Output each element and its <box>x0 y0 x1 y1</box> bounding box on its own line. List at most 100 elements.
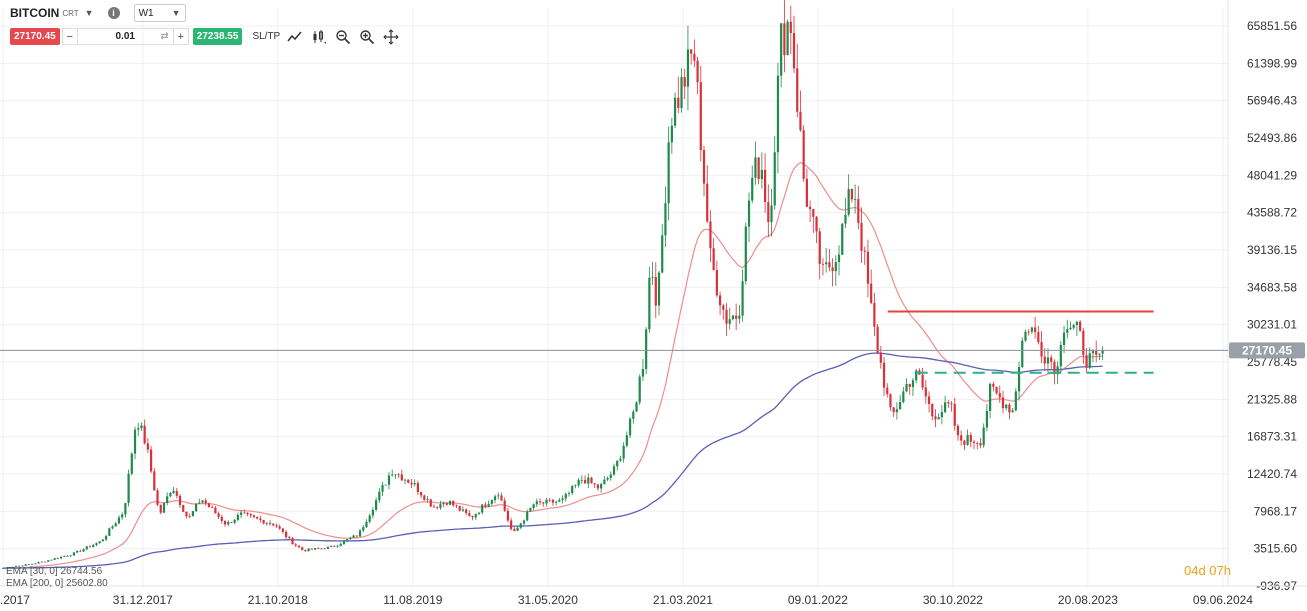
candle-body <box>725 309 728 324</box>
candle-body <box>1005 404 1008 409</box>
candle-body <box>214 507 217 514</box>
y-tick-label: 52493.86 <box>1247 131 1297 145</box>
line-chart-icon[interactable] <box>286 28 304 45</box>
candle-body <box>217 513 220 517</box>
buy-button[interactable]: 27238.55 <box>192 28 243 45</box>
candle <box>278 524 281 530</box>
candle <box>455 504 458 508</box>
candle-body <box>1046 357 1050 364</box>
candle-body <box>426 499 429 501</box>
candle <box>407 479 410 484</box>
candle <box>747 192 751 243</box>
minus-button[interactable]: − <box>66 30 73 43</box>
candle <box>760 152 763 189</box>
candle-body <box>876 326 879 353</box>
candle-body <box>1034 327 1037 333</box>
candle-body <box>841 223 844 255</box>
volume-input[interactable]: 0.01 ⇄ <box>76 29 174 44</box>
candle <box>146 438 149 454</box>
candle-body <box>1024 331 1027 341</box>
candle <box>969 432 972 448</box>
candle <box>837 245 841 276</box>
candle <box>966 429 969 446</box>
plus-button[interactable]: + <box>177 30 184 43</box>
candle-body <box>47 560 50 562</box>
candle-body <box>638 376 641 403</box>
candle <box>185 511 188 519</box>
sltp-button[interactable]: SL/TP <box>252 31 281 42</box>
candle-body <box>352 535 355 538</box>
info-icon[interactable]: i <box>107 7 120 19</box>
y-tick-label: 21325.88 <box>1247 392 1297 406</box>
candle <box>780 22 783 88</box>
candle-body <box>526 511 529 521</box>
candle <box>214 506 217 514</box>
candle-body <box>368 515 371 522</box>
candle <box>349 536 352 540</box>
candle-body <box>960 435 963 441</box>
volume-stepper[interactable]: − 0.01 ⇄ + <box>61 28 189 45</box>
candle <box>603 475 606 485</box>
candle <box>805 168 808 208</box>
candle <box>426 496 429 503</box>
candle <box>137 422 140 437</box>
candle-body <box>178 495 182 506</box>
candle <box>1024 329 1027 343</box>
candle <box>876 323 879 355</box>
candle-body <box>555 501 558 503</box>
candle <box>718 291 722 315</box>
candle <box>310 548 313 550</box>
symbol-name[interactable]: BITCOIN <box>10 6 60 20</box>
candle-body <box>882 362 886 388</box>
candle-body <box>796 68 799 112</box>
candle <box>239 509 243 518</box>
candle <box>391 469 394 477</box>
candle <box>638 374 641 405</box>
candle <box>860 207 863 264</box>
candle-body <box>1085 355 1088 368</box>
candle <box>47 559 50 562</box>
candle <box>156 488 159 507</box>
chevron-down-icon[interactable]: ▼ <box>84 8 94 18</box>
candle-body <box>1030 327 1034 332</box>
candle <box>121 512 124 520</box>
candle <box>117 515 121 525</box>
candle-body <box>384 484 387 486</box>
candle-body <box>243 512 246 514</box>
candle <box>831 258 834 287</box>
candle <box>529 507 532 512</box>
candle <box>870 269 873 305</box>
candle <box>124 502 127 518</box>
candle-body <box>600 484 603 489</box>
candle <box>651 262 654 285</box>
candle-body <box>159 504 162 513</box>
candle-body <box>394 474 397 476</box>
candle-body <box>767 202 770 223</box>
candle <box>767 184 770 238</box>
candle <box>924 379 927 404</box>
candle-body <box>162 503 166 513</box>
candle-body <box>506 510 510 521</box>
crosshair-icon[interactable] <box>382 28 400 45</box>
zoom-out-icon[interactable] <box>334 28 352 45</box>
candle <box>622 442 625 463</box>
candle <box>564 492 567 502</box>
candles-icon[interactable] <box>310 28 328 45</box>
x-tick-label: 31.12.2017 <box>113 593 173 607</box>
zoom-in-icon[interactable] <box>358 28 376 45</box>
sell-button[interactable]: 27170.45 <box>10 28 60 45</box>
timeframe-select[interactable]: W1 ▼ <box>133 4 186 22</box>
candle <box>452 500 455 507</box>
candle-body <box>1095 351 1098 355</box>
candle <box>76 550 79 554</box>
candle-body <box>1027 331 1030 333</box>
candle-body <box>130 453 133 474</box>
candle <box>445 501 448 506</box>
swap-icon[interactable]: ⇄ <box>160 31 169 42</box>
chevron-down-icon: ▼ <box>171 8 181 18</box>
candle-body <box>378 491 381 501</box>
candle <box>506 507 510 523</box>
candle-body <box>956 425 960 436</box>
candle-body <box>82 549 85 552</box>
